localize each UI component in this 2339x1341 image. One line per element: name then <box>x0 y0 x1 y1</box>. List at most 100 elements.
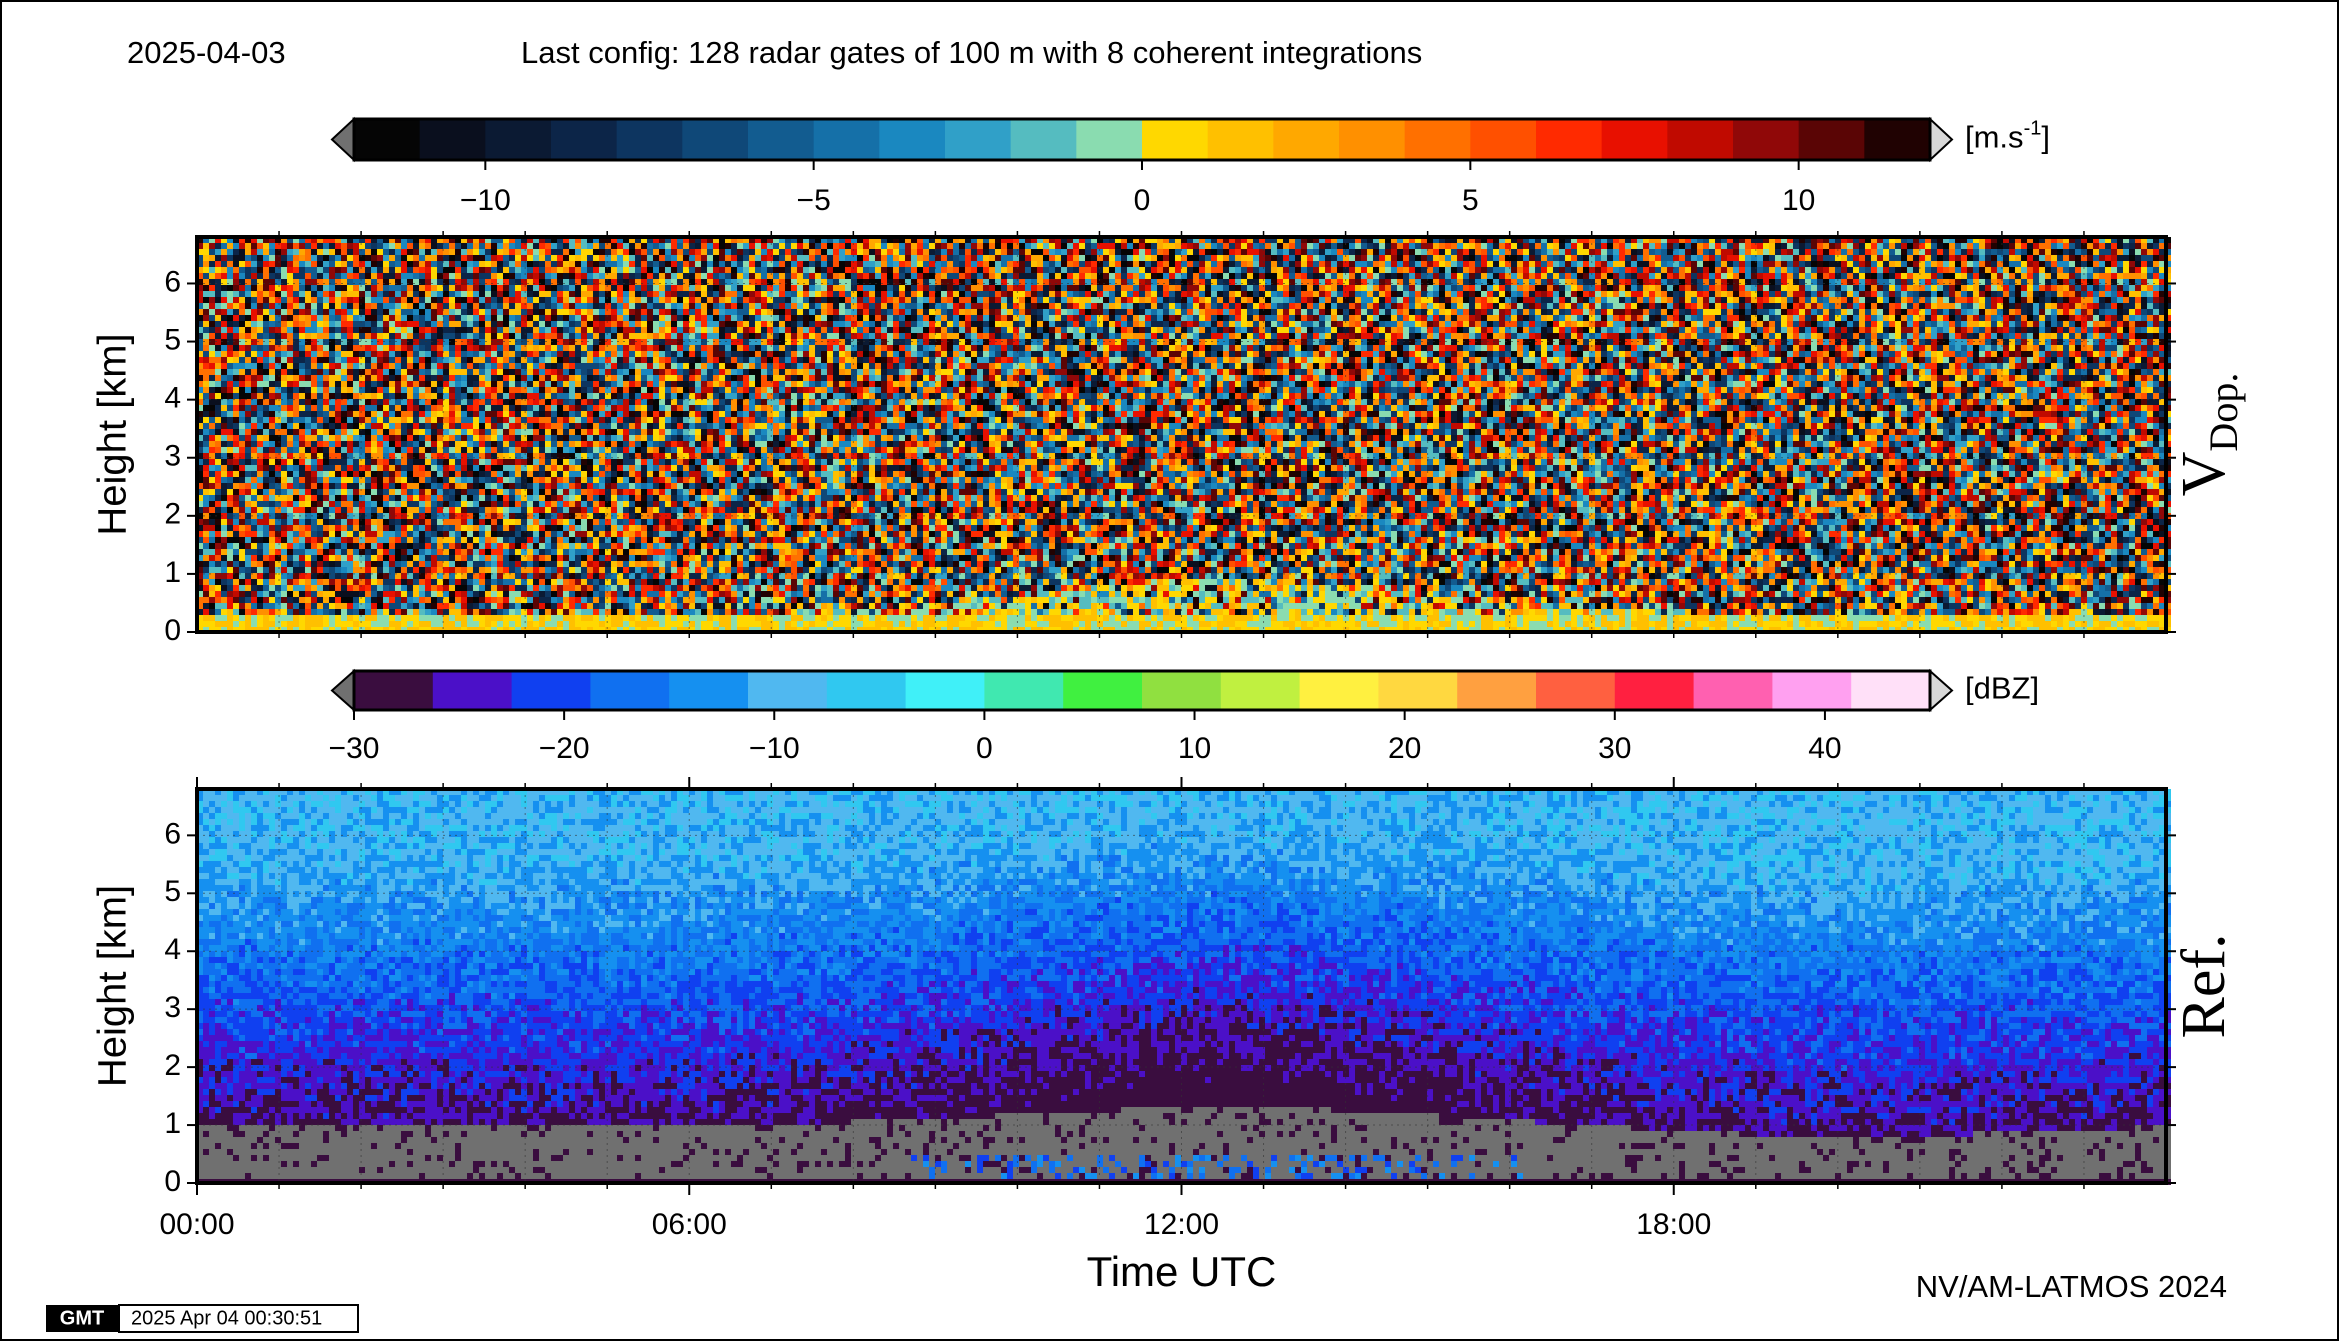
colorbar-swatch <box>669 671 749 710</box>
colorbar-tick-label: 0 <box>976 732 993 765</box>
timestamp-box <box>118 1304 359 1333</box>
x-tick-label: 06:00 <box>652 1208 727 1241</box>
colorbar-swatch <box>813 119 880 160</box>
panel-frame <box>195 787 2168 1185</box>
colorbar-swatch <box>1220 671 1301 710</box>
echo-cells <box>197 237 2171 615</box>
echo-field <box>197 789 2171 1185</box>
logo: GMT <box>60 1307 104 1329</box>
y-tick-label: 5 <box>164 323 181 356</box>
colorbar-swatch <box>1851 671 1931 710</box>
timestamp: 2025 Apr 04 00:30:51 <box>131 1307 322 1329</box>
colorbar-tick-label: 5 <box>1462 184 1479 217</box>
unit-part: ] <box>2041 120 2050 155</box>
colorbar-swatch <box>1010 119 1077 160</box>
colorbar-swatch <box>485 119 552 160</box>
colorbar-swatch <box>1470 119 1537 160</box>
side-label-part: Dop. <box>2201 373 2246 452</box>
colorbar-swatch <box>682 119 749 160</box>
colorbar-unit: [m.s-1] <box>1965 118 2050 155</box>
config: Last config: 128 radar gates of 100 m wi… <box>521 35 1422 70</box>
colorbar-swatch <box>826 671 907 710</box>
colorbar-swatch <box>1798 119 1865 160</box>
colorbar-tick-label: −5 <box>797 184 831 217</box>
y-tick-label: 4 <box>164 382 181 415</box>
colorbar-swatch <box>1536 119 1603 160</box>
y-tick-label: 3 <box>164 991 181 1024</box>
y-tick-label: 1 <box>164 556 181 589</box>
colorbar-swatch <box>354 671 434 710</box>
x-tick-label: 18:00 <box>1636 1208 1711 1241</box>
colorbar-swatch <box>1733 119 1800 160</box>
x-tick-label: 00:00 <box>159 1208 234 1241</box>
side-label: VDop. <box>2170 373 2246 497</box>
colorbar-swatch <box>432 671 513 710</box>
colorbar-tick-label: 30 <box>1598 732 1631 765</box>
colorbar-tick-label: 20 <box>1388 732 1421 765</box>
echo-cells <box>197 843 2171 1179</box>
colorbar-swatch <box>1601 119 1668 160</box>
y-tick-label: 1 <box>164 1107 181 1140</box>
colorbar-swatch <box>1339 119 1406 160</box>
x-axis-label: Time UTC <box>1087 1248 1277 1295</box>
y-tick-label: 3 <box>164 440 181 473</box>
echo-cells <box>197 237 2171 615</box>
credit: NV/AM-LATMOS 2024 <box>1916 1269 2227 1304</box>
colorbar-frame <box>352 669 1932 712</box>
side-label-part: V <box>2170 451 2238 496</box>
echo-cells <box>197 237 2171 615</box>
unit-part: -1 <box>2024 118 2042 140</box>
echo-cells <box>197 237 2171 615</box>
unit-part: [dBZ] <box>1965 671 2039 706</box>
colorbar-swatch <box>1378 671 1458 710</box>
y-tick-label: 5 <box>164 875 181 908</box>
y-tick-label: 0 <box>164 614 181 647</box>
colorbar-swatch <box>1693 671 1773 710</box>
panel-frame <box>195 235 2168 634</box>
colorbar-swatch <box>748 671 828 710</box>
colorbar-swatch <box>1207 119 1274 160</box>
colorbar-swatch <box>1536 671 1616 710</box>
colorbar-swatch <box>984 671 1064 710</box>
echo-cells <box>197 789 2171 1179</box>
y-tick-label: 0 <box>164 1165 181 1198</box>
colorbar-swatch <box>879 119 946 160</box>
y-tick-label: 6 <box>164 265 181 298</box>
colorbar-swatch <box>945 119 1012 160</box>
colorbar-tick-label: −20 <box>539 732 590 765</box>
colorbar-swatch <box>551 119 618 160</box>
colorbar-swatch <box>1063 671 1143 710</box>
echo-cells <box>197 237 2171 633</box>
y-tick-label: 2 <box>164 498 181 531</box>
colorbar-swatch <box>1864 119 1931 160</box>
y-axis-label: Height [km] <box>91 885 135 1087</box>
unit-part: [m.s <box>1965 120 2024 155</box>
y-axis-label: Height [km] <box>91 333 135 535</box>
colorbar-tick-label: −30 <box>329 732 380 765</box>
colorbar-swatch <box>1142 119 1209 160</box>
colorbar-swatch <box>1667 119 1734 160</box>
echo-field <box>197 237 2171 633</box>
colorbar-swatch <box>419 119 486 160</box>
logo-box <box>46 1305 119 1332</box>
colorbar-swatch <box>616 119 683 160</box>
colorbar-swatch <box>1273 119 1340 160</box>
colorbar-tick-label: 10 <box>1782 184 1815 217</box>
echo-cells <box>197 789 2171 951</box>
echo-cells <box>197 237 2171 615</box>
echo-cells <box>197 237 2171 615</box>
colorbar-tick-label: 0 <box>1134 184 1151 217</box>
colorbar-swatch <box>1457 671 1537 710</box>
side-label-part: Ref. <box>2170 933 2238 1038</box>
date: 2025-04-03 <box>127 35 286 70</box>
echo-cells <box>197 237 2171 615</box>
side-label: Ref. <box>2170 933 2238 1038</box>
colorbar-tick-label: 40 <box>1808 732 1841 765</box>
y-tick-label: 4 <box>164 933 181 966</box>
y-tick-label: 2 <box>164 1049 181 1082</box>
colorbar-unit: [dBZ] <box>1965 671 2039 706</box>
colorbar-swatch <box>905 671 985 710</box>
colorbar-tick-label: 10 <box>1178 732 1211 765</box>
colorbar-swatch <box>1404 119 1471 160</box>
